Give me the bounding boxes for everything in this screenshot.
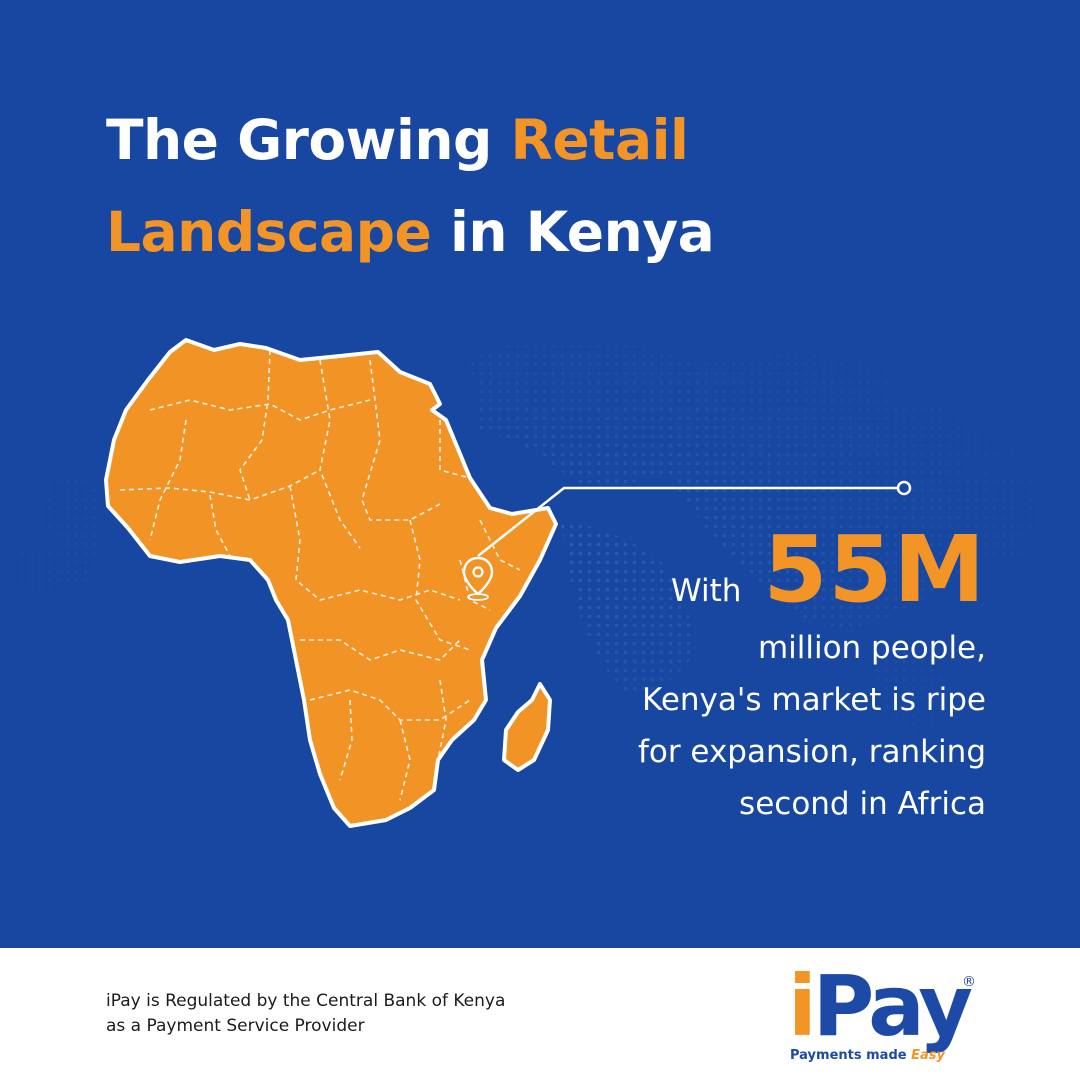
footer: iPay is Regulated by the Central Bank of…: [0, 948, 1080, 1080]
title-text-orange-2: Landscape: [106, 200, 432, 264]
world-dot-map: [0, 340, 1075, 740]
logo-letters-pay: Pay: [812, 957, 973, 1055]
country-borders: [119, 349, 521, 801]
stat-desc-line-3: for expansion, ranking: [637, 734, 986, 770]
stat-headline: With 55M: [516, 520, 986, 620]
logo-letter-i: i: [788, 957, 817, 1055]
stat-desc-line-1: million people,: [757, 630, 986, 666]
page-title: The Growing Retail Landscape in Kenya: [106, 94, 806, 278]
stat-value: 55M: [763, 516, 986, 623]
stat-prefix: With: [671, 573, 742, 609]
population-stat: With 55M million people, Kenya's market …: [516, 520, 986, 830]
callout-endpoint: [896, 480, 912, 496]
tagline-accent: Easy: [911, 1048, 945, 1063]
stat-desc-line-4: second in Africa: [739, 786, 986, 822]
logo-wordmark: iPay: [788, 956, 973, 1056]
regulation-line-2: as a Payment Service Provider: [106, 1016, 365, 1036]
tagline-text: Payments made: [790, 1048, 907, 1063]
registered-mark: ®: [962, 974, 976, 990]
africa-map: [104, 338, 912, 828]
stat-desc-line-2: Kenya's market is ripe: [642, 682, 986, 718]
regulation-note: iPay is Regulated by the Central Bank of…: [106, 989, 505, 1039]
regulation-line-1: iPay is Regulated by the Central Bank of…: [106, 991, 506, 1011]
title-text-white-1: The Growing: [106, 108, 492, 172]
location-pin-icon: [462, 556, 494, 601]
title-line-1: The Growing Retail: [106, 94, 806, 186]
logo-tagline: Payments made Easy: [790, 1048, 945, 1063]
title-line-2: Landscape in Kenya: [106, 186, 806, 278]
title-text-white-2: in Kenya: [449, 200, 715, 264]
callout-line: [477, 486, 898, 557]
ipay-logo: iPay ® Payments made Easy: [786, 957, 986, 1072]
madagascar: [502, 682, 552, 772]
title-text-orange-1: Retail: [510, 108, 689, 172]
stat-description: million people, Kenya's market is ripe f…: [516, 622, 986, 830]
hero-panel: The Growing Retail Landscape in Kenya: [0, 0, 1080, 948]
